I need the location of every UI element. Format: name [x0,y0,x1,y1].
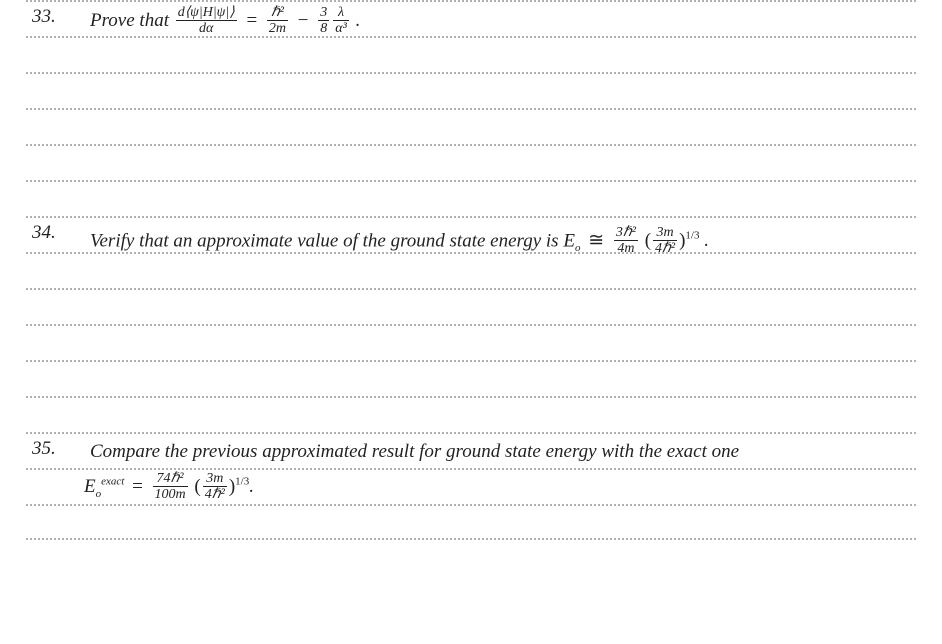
numerator: 3m [203,471,227,487]
problem-text: Prove that d⟨ψ|H|ψ|⟩ dα = ℏ² 2m − 3 8 [90,6,360,37]
fraction-2: 3m 4ℏ² [203,471,227,502]
lead-text: Verify that an approximate value of the … [90,230,575,251]
exponent: 1/3 [685,230,699,242]
math-expression: Eoexact = 74ℏ² 100m ( 3m 4ℏ² )1/3. [84,476,254,497]
fraction-1: 74ℏ² 100m [153,471,188,502]
line-blank [26,288,916,324]
lparen: ( [645,230,651,251]
tail-period: . [704,230,709,251]
denominator: 4ℏ² [203,487,227,502]
numerator: 3ℏ² [614,225,638,241]
numerator: 3m [653,225,677,241]
numerator: ℏ² [267,5,288,21]
superscript-exact: exact [101,476,124,488]
line-7: 34. Verify that an approximate value of … [26,216,916,252]
math-expression: ≅ 3ℏ² 4m ( 3m 4ℏ² )1/3 . [585,230,709,251]
minus-sign: − [298,10,313,31]
equals-sign: = [132,476,147,497]
fraction-term2b: λ α³ [333,5,349,36]
fraction-term1: ℏ² 2m [267,5,288,36]
numerator: 3 [318,5,329,21]
problem-number: 34. [26,222,68,244]
numerator: λ [333,5,349,21]
problem-35: 35. Compare the previous approximated re… [26,438,739,466]
line-blank [26,360,916,396]
problem-number: 35. [26,438,68,460]
denominator: dα [176,21,237,36]
denominator: 8 [318,21,329,36]
subscript-o: o [96,488,102,500]
denominator: 100m [153,487,188,502]
problem-number: 33. [26,6,68,28]
line-blank [26,144,916,180]
line-blank [26,252,916,288]
problem-text: Compare the previous approximated result… [90,438,739,466]
fraction-term2a: 3 8 [318,5,329,36]
line-blank [26,180,916,216]
denominator: α³ [333,21,349,36]
line-blank [26,504,916,540]
line-blank [26,324,916,360]
line-1: 33. Prove that d⟨ψ|H|ψ|⟩ dα = ℏ² 2m − [26,0,916,36]
tail-period: . [249,476,254,497]
line-13: 35. Compare the previous approximated re… [26,432,916,468]
math-expression: d⟨ψ|H|ψ|⟩ dα = ℏ² 2m − 3 8 λ α³ [174,10,361,31]
line-blank [26,72,916,108]
line-14: Eoexact = 74ℏ² 100m ( 3m 4ℏ² )1/3. [26,468,916,504]
lparen: ( [194,476,200,497]
approx-sign: ≅ [588,230,609,251]
tail-period: . [356,10,361,31]
exponent: 1/3 [235,476,249,488]
E-symbol: E [84,476,96,497]
line-blank [26,108,916,144]
line-blank [26,396,916,432]
problem-35-formula: Eoexact = 74ℏ² 100m ( 3m 4ℏ² )1/3. [84,472,254,503]
denominator: 2m [267,21,288,36]
numerator: d⟨ψ|H|ψ|⟩ [176,5,237,21]
lead-text: Prove that [90,10,174,31]
worksheet-page: 33. Prove that d⟨ψ|H|ψ|⟩ dα = ℏ² 2m − [0,0,942,644]
line-blank [26,36,916,72]
problem-33: 33. Prove that d⟨ψ|H|ψ|⟩ dα = ℏ² 2m − [26,6,360,37]
fraction-lhs: d⟨ψ|H|ψ|⟩ dα [176,5,237,36]
numerator: 74ℏ² [153,471,188,487]
equals-sign: = [246,10,261,31]
